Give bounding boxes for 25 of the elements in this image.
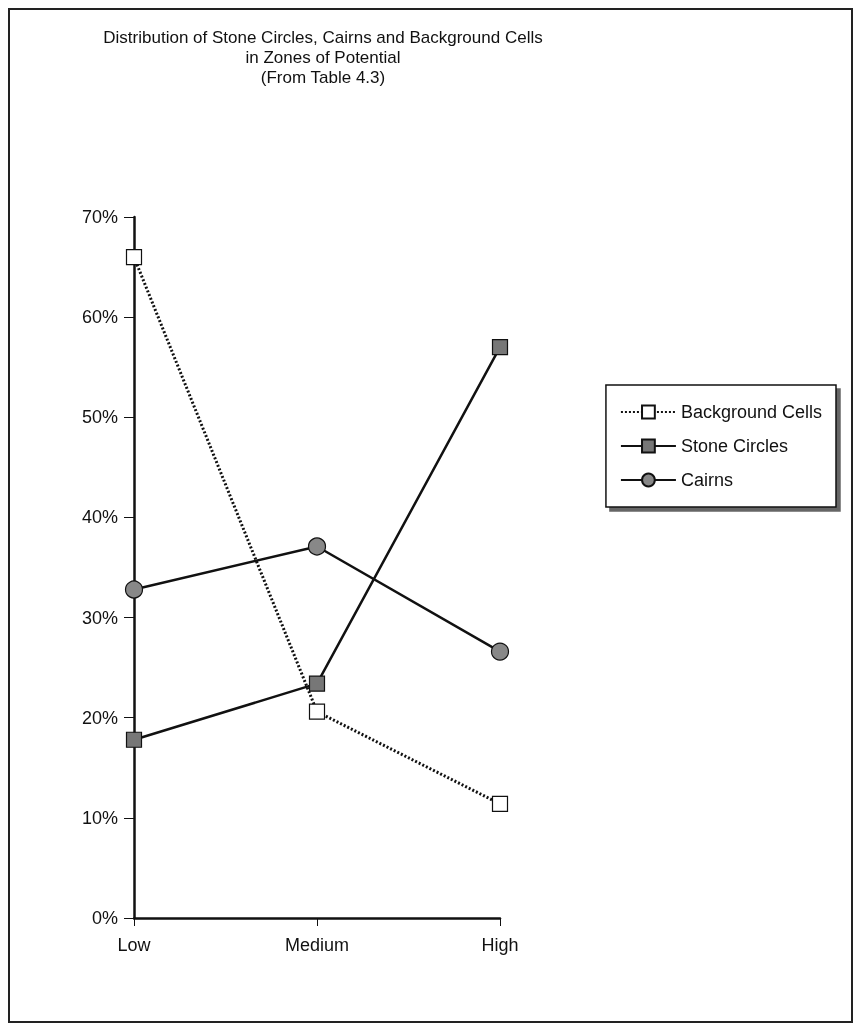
chart-title: Distribution of Stone Circles, Cairns and Background Cells in Zones of Potential xyxy=(103,27,543,67)
point xyxy=(308,675,326,692)
point xyxy=(491,339,509,356)
y-tick-label: 10% xyxy=(81,807,118,828)
point xyxy=(308,703,326,720)
y-tick-label: 60% xyxy=(81,307,118,328)
y-tick-label: 70% xyxy=(81,207,118,227)
legend-label: Cairns xyxy=(680,470,733,490)
x-tick-label: Medium xyxy=(284,935,350,955)
legend-label: Stone Circles xyxy=(680,436,788,456)
point xyxy=(125,248,143,266)
y-tick-label: 40% xyxy=(81,507,118,528)
y-tick-label: 30% xyxy=(81,607,118,628)
point xyxy=(491,795,509,812)
y-tick-label: 20% xyxy=(81,707,118,728)
x-tick-label: Low xyxy=(117,935,152,955)
legend-label: Background Cells xyxy=(680,402,822,422)
point xyxy=(307,537,327,556)
point xyxy=(125,731,143,748)
point xyxy=(490,642,510,661)
point xyxy=(124,580,144,599)
y-tick-label: 50% xyxy=(81,407,118,428)
x-tick-label: High xyxy=(481,935,519,955)
y-tick-label: 0% xyxy=(91,908,118,928)
chart-subtitle: (From Table 4.3) xyxy=(260,67,386,87)
